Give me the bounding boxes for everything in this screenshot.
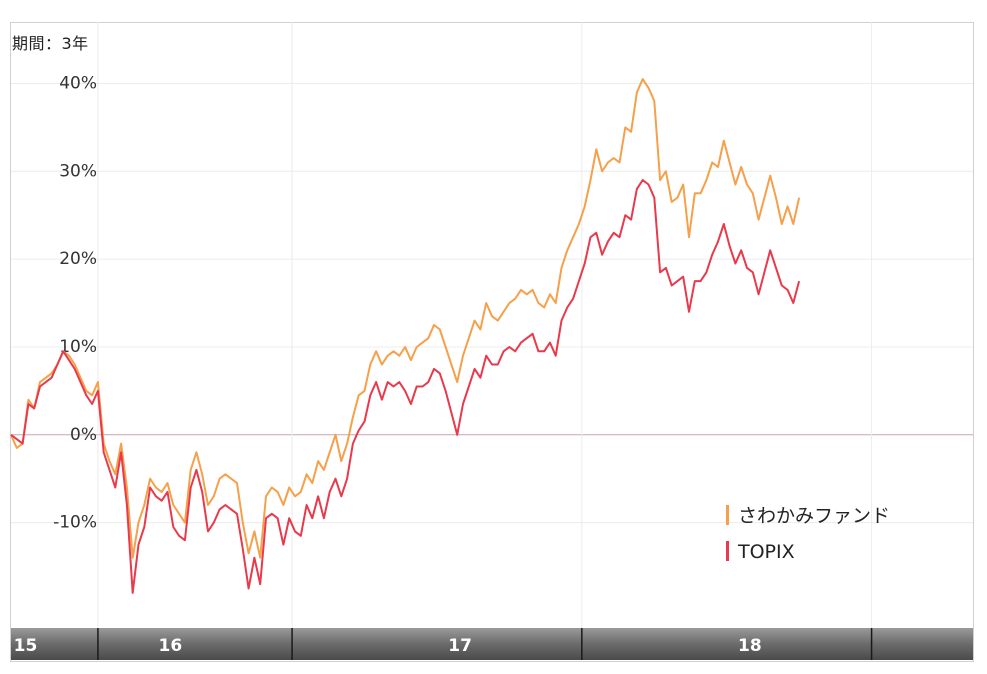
series-line [10,179,801,594]
x-tick-label: 17 [448,636,472,656]
legend-label: TOPIX [737,541,795,563]
legend-swatch [726,541,729,561]
grid-lines [11,22,973,628]
y-tick-label: -10% [53,513,97,533]
x-tick-label: 15 [14,636,38,656]
y-tick-label: 10% [59,337,97,357]
x-tick-label: 18 [738,636,762,656]
x-axis-band [11,628,973,660]
series-lines [10,78,801,594]
legend-swatch [726,505,729,525]
x-tick-label: 16 [159,636,183,656]
y-tick-label: 20% [59,249,97,269]
legend-label: さわかみファンド [738,505,890,527]
y-axis-ticks: 40% 30% 20% 10% 0% -10% [53,73,97,532]
legend: さわかみファンド TOPIX [726,505,890,563]
x-axis-bar: 15 16 17 18 [11,628,973,660]
period-label: 期間：3年 [12,34,89,53]
y-tick-label: 30% [59,161,97,181]
y-tick-label: 0% [70,425,97,445]
y-tick-label: 40% [59,73,97,93]
chart-frame [10,22,974,662]
series-line [10,78,801,559]
